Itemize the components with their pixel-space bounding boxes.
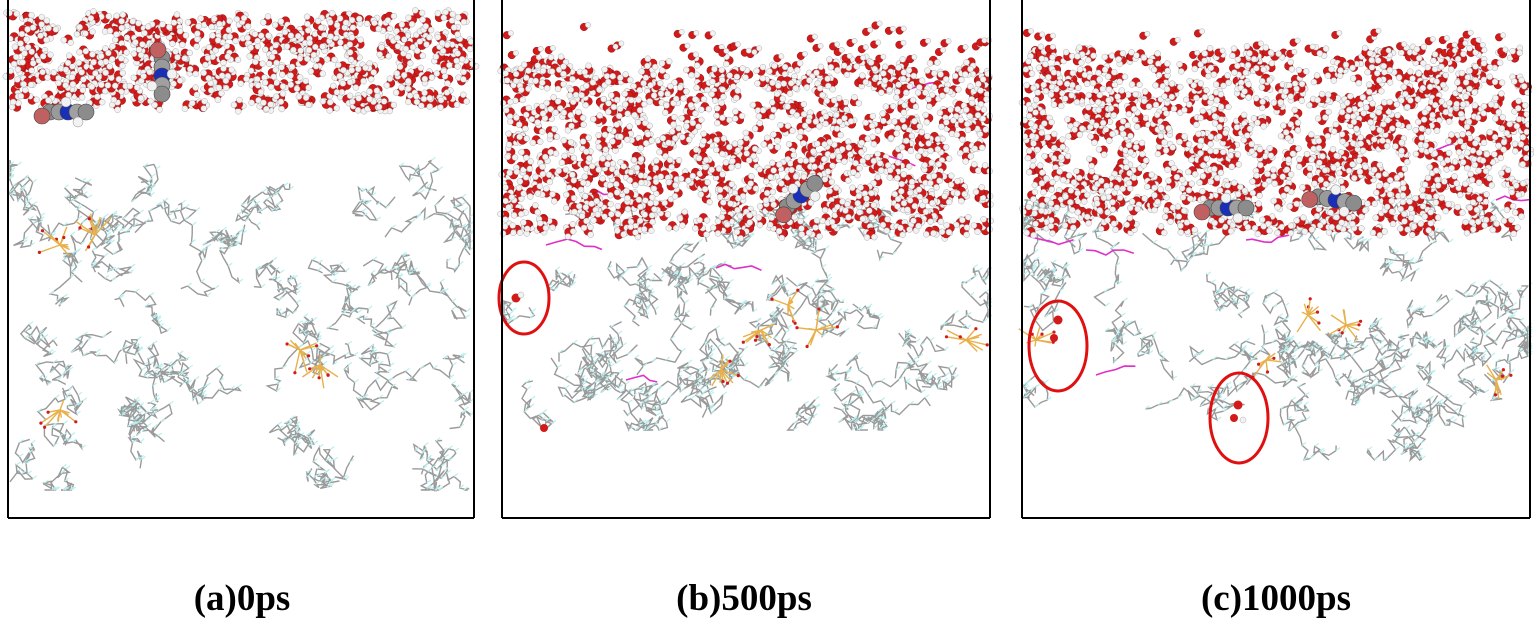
panel-b-500ps xyxy=(496,0,996,520)
water-layer-c xyxy=(1018,27,1535,239)
polymer-network-a xyxy=(9,156,475,493)
penetrated-water-b xyxy=(511,291,548,432)
water-layer-b xyxy=(497,20,994,242)
panel-b-caption: (b)500ps xyxy=(676,578,812,619)
panel-a-caption: (a)0ps xyxy=(193,578,291,619)
highlight-circle-c2 xyxy=(1208,371,1270,465)
water-layer-a xyxy=(2,7,480,115)
panel-b-simulation-box xyxy=(497,0,994,519)
solute-molecules-a xyxy=(33,41,178,128)
panel-c-simulation-box xyxy=(1018,0,1535,519)
solute-molecules-c xyxy=(1193,184,1363,224)
solute-molecules-b xyxy=(775,175,824,224)
panel-c-1000ps xyxy=(1016,0,1536,520)
highlight-circle-c1 xyxy=(1027,299,1089,393)
panel-a-simulation-box xyxy=(2,0,480,519)
penetrated-water-c xyxy=(1050,315,1247,424)
highlight-circle-b1 xyxy=(497,260,551,336)
panel-c-caption: (c)1000ps xyxy=(1200,578,1352,619)
panel-a-0ps xyxy=(0,0,480,520)
